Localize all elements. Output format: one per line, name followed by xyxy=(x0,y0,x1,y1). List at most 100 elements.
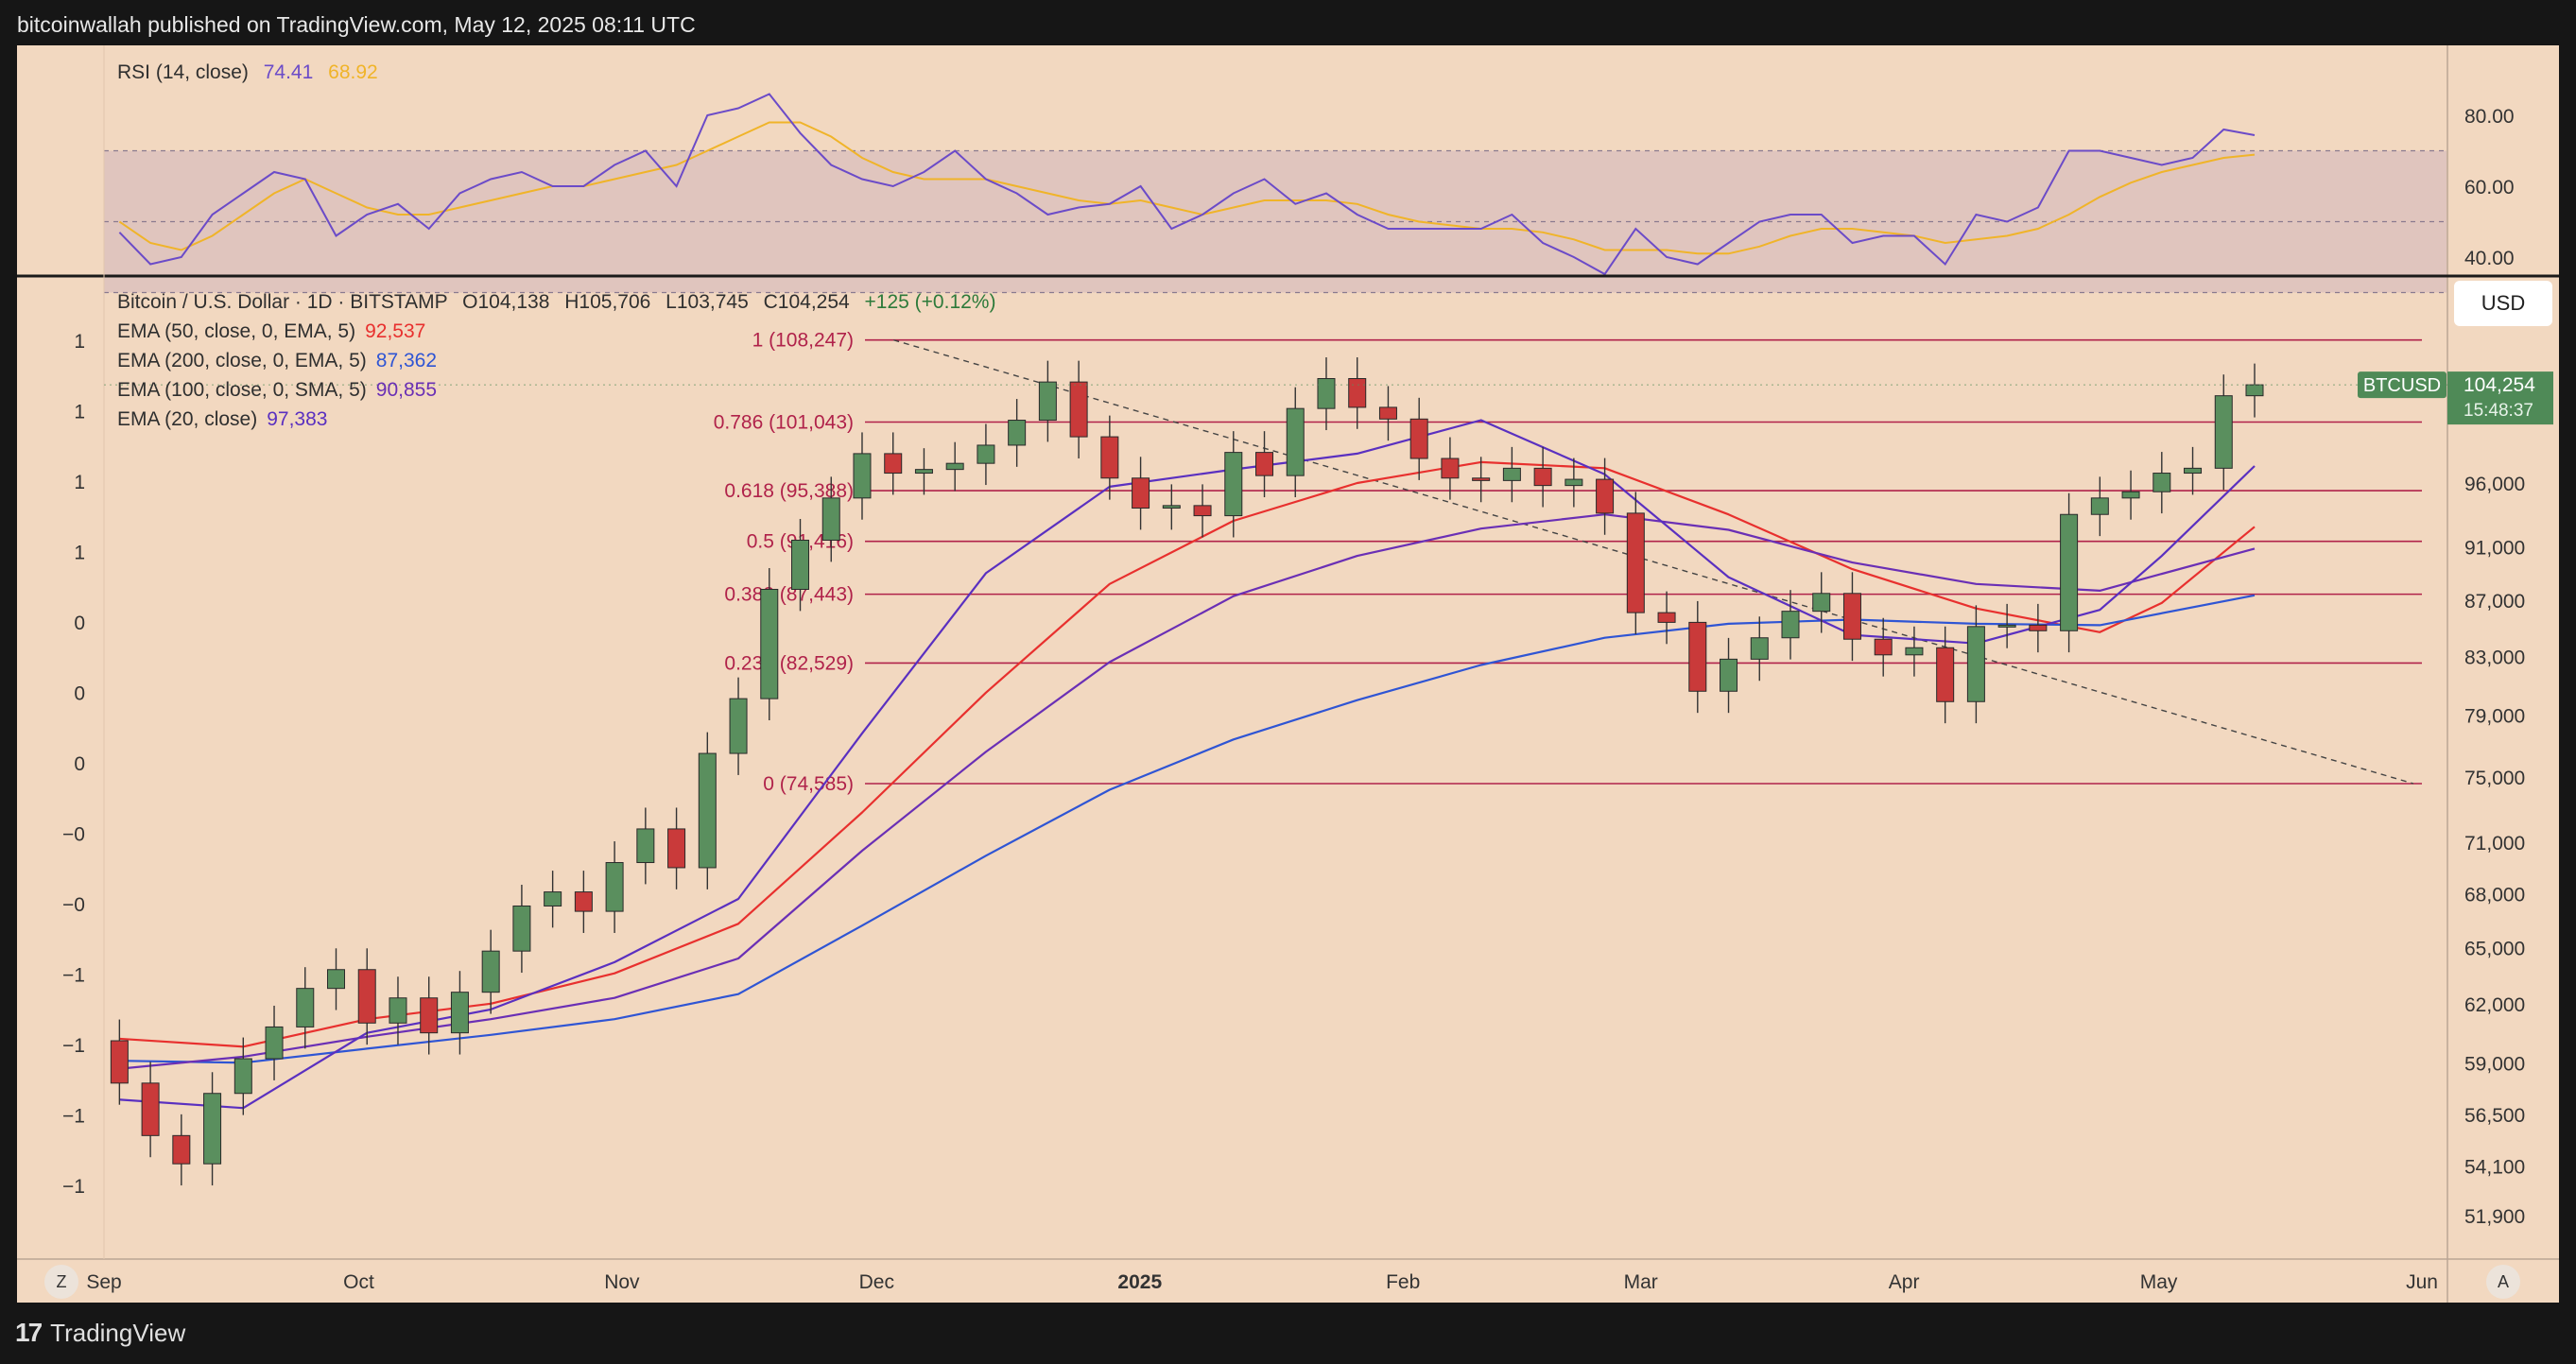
left-tick-label: −1 xyxy=(62,1176,85,1198)
price-tick-label: 56,500 xyxy=(2464,1105,2525,1127)
price-tick-label: 51,900 xyxy=(2464,1206,2525,1228)
rsi-tick-label: 80.00 xyxy=(2464,106,2515,128)
ohlc-open: O104,138 xyxy=(462,291,550,313)
price-tick-label: 68,000 xyxy=(2464,884,2525,906)
rsi-ma-value: 68.92 xyxy=(328,61,378,83)
left-tick-label: −1 xyxy=(62,1106,85,1128)
price-tick-label: 96,000 xyxy=(2464,474,2525,495)
candle-body xyxy=(760,588,779,699)
left-tick-label: 0 xyxy=(74,613,85,634)
candle-body xyxy=(296,988,315,1027)
candle-body xyxy=(110,1040,129,1084)
publisher-header: bitcoinwallah published on TradingView.c… xyxy=(0,0,2576,45)
rsi-legend[interactable]: RSI (14, close) 74.41 68.92 xyxy=(117,61,378,84)
candle-body xyxy=(853,453,872,499)
auto-scale-button[interactable]: A xyxy=(2486,1265,2520,1299)
indicator-legend-ema20[interactable]: EMA (20, close) 97,383 xyxy=(117,408,327,431)
candle-body xyxy=(1688,621,1707,692)
rsi-value: 74.41 xyxy=(263,61,314,83)
fib-level-label: 0.382 (87,443) xyxy=(724,584,854,606)
ema-line xyxy=(119,419,2256,1110)
candle-body xyxy=(1936,647,1955,702)
candle-body xyxy=(1224,452,1243,517)
candle-body xyxy=(1286,407,1305,476)
candle-body xyxy=(914,469,933,475)
chart-panel[interactable] xyxy=(17,45,2559,1303)
last-price-tag: BTCUSD 104,254 15:48:37 xyxy=(2358,371,2553,425)
indicator-legend-ema50[interactable]: EMA (50, close, 0, EMA, 5) 92,537 xyxy=(117,320,425,343)
candle-body xyxy=(544,891,562,906)
left-tick-label: −0 xyxy=(62,894,85,916)
time-tick-label: Nov xyxy=(604,1271,640,1293)
currency-button[interactable]: USD xyxy=(2454,281,2552,326)
candle-body xyxy=(1812,593,1831,613)
moving-averages xyxy=(119,419,2256,1110)
left-tick-label: −1 xyxy=(62,965,85,987)
price-tick-label: 87,000 xyxy=(2464,591,2525,613)
symbol-title: Bitcoin / U.S. Dollar · 1D · BITSTAMP xyxy=(117,291,448,313)
candle-body xyxy=(1781,611,1800,639)
candle-body xyxy=(481,950,500,993)
price-tick-label: 79,000 xyxy=(2464,706,2525,728)
candle-body xyxy=(1997,624,2016,628)
fib-level-label: 1 (108,247) xyxy=(752,330,854,352)
candle-body xyxy=(945,462,964,471)
symbol-tag-text: BTCUSD xyxy=(2363,375,2441,396)
candle-body xyxy=(2245,384,2264,397)
candle-body xyxy=(2060,513,2079,631)
rsi-label: RSI (14, close) xyxy=(117,61,249,83)
ema-line xyxy=(119,513,2256,1070)
price-tick-label: 71,000 xyxy=(2464,833,2525,855)
candle-body xyxy=(420,997,439,1034)
time-tick-label: Dec xyxy=(859,1271,894,1293)
candle-body xyxy=(636,828,655,864)
rsi-tick-label: 40.00 xyxy=(2464,248,2515,269)
indicator-legend-ema200[interactable]: EMA (200, close, 0, EMA, 5) 87,362 xyxy=(117,350,437,372)
ema-line xyxy=(119,594,2256,1064)
candle-body xyxy=(1008,420,1027,446)
candle-body xyxy=(233,1058,252,1095)
ohlc-high: H105,706 xyxy=(564,291,651,313)
candle-body xyxy=(141,1082,160,1136)
candle-body xyxy=(884,453,903,475)
candle-body xyxy=(1255,452,1274,476)
rsi-line xyxy=(118,93,2256,276)
candle-body xyxy=(1378,406,1397,420)
candle-body xyxy=(698,752,717,869)
time-tick-label: Mar xyxy=(1624,1271,1658,1293)
indicator-legend-ema100[interactable]: EMA (100, close, 0, SMA, 5) 90,855 xyxy=(117,379,437,402)
candle-body xyxy=(821,497,840,541)
price-tick-label: 91,000 xyxy=(2464,537,2525,559)
candle-body xyxy=(450,992,469,1034)
candle-body xyxy=(1348,378,1367,408)
candle-body xyxy=(1132,477,1150,509)
indicator-value: 92,537 xyxy=(365,320,426,342)
price-tag-bg xyxy=(2447,371,2553,425)
zoom-reset-button[interactable]: Z xyxy=(44,1265,78,1299)
candle-body xyxy=(1657,612,1676,623)
indicator-label: EMA (200, close, 0, EMA, 5) xyxy=(117,350,367,371)
ohlc-low: L103,745 xyxy=(666,291,749,313)
candle-body xyxy=(1502,467,1521,481)
tradingview-logo[interactable]: 17 TradingView xyxy=(15,1318,185,1348)
candle-body xyxy=(1162,505,1181,509)
fib-level-label: 0 (74,585) xyxy=(763,773,854,795)
candle-body xyxy=(357,969,376,1024)
left-tick-label: −0 xyxy=(62,824,85,846)
ohlc-close: C104,254 xyxy=(763,291,850,313)
candle-body xyxy=(1533,467,1552,487)
candle-body xyxy=(977,444,995,464)
indicator-label: EMA (100, close, 0, SMA, 5) xyxy=(117,379,367,401)
indicator-label: EMA (20, close) xyxy=(117,408,258,430)
candle-body xyxy=(1441,458,1460,479)
candle-body xyxy=(2090,497,2109,515)
axes: 96,000 91,000 87,000 83,000 79,000 75,000 71,0… xyxy=(17,45,2559,1303)
ohlc-change: +125 (+0.12%) xyxy=(864,291,996,313)
price-tick-label: 75,000 xyxy=(2464,768,2525,789)
candle-body xyxy=(1874,638,1893,656)
candle-body xyxy=(1905,647,1924,656)
candle-body xyxy=(327,969,346,990)
time-tick-label: Apr xyxy=(1889,1271,1920,1293)
time-tick-label: Jun xyxy=(2406,1271,2438,1293)
